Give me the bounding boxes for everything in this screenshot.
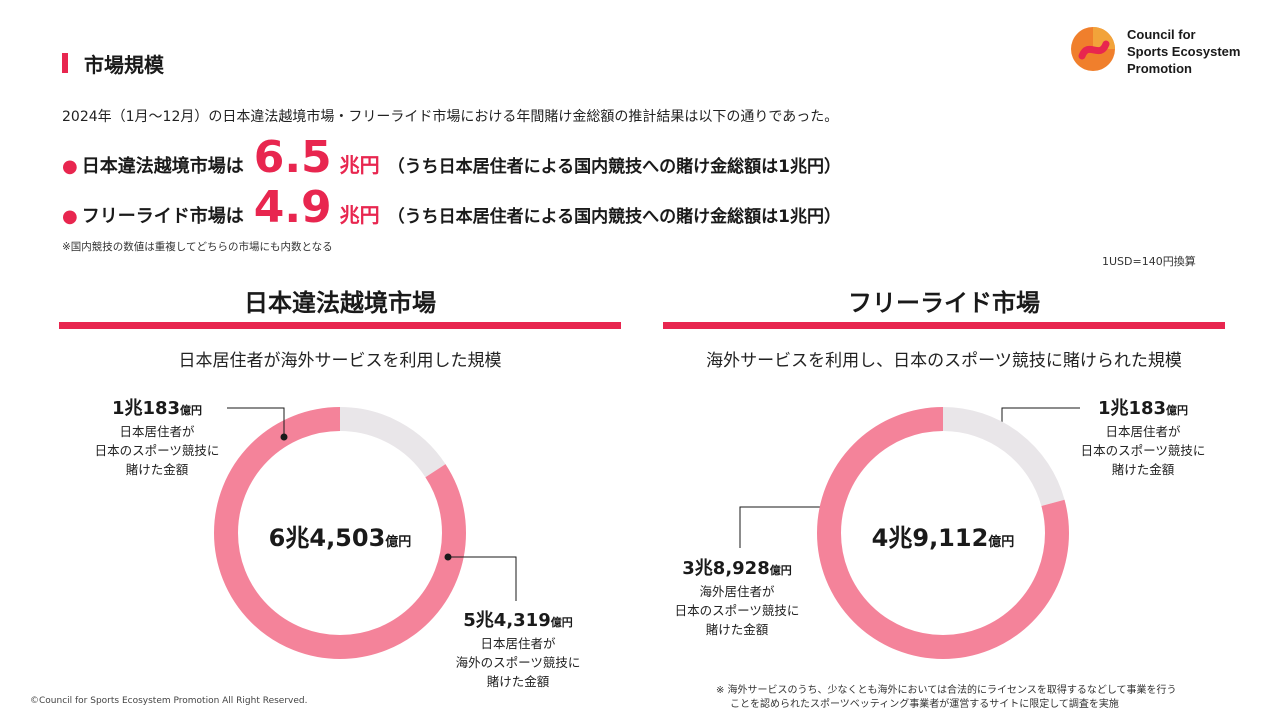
bullet-dot-icon: ● bbox=[62, 156, 78, 177]
callout-desc: 日本居住者が bbox=[480, 636, 556, 651]
total-number: 4兆9,112 bbox=[871, 524, 989, 552]
survey-note-line: ※ 海外サービスのうち、少なくとも海外においては合法的にライセンスを取得するなど… bbox=[716, 685, 1177, 696]
callout-unit: 億円 bbox=[180, 404, 203, 417]
callout-value: 1兆183億円 bbox=[1068, 398, 1218, 422]
bullet-note: （うち日本居住者による国内競技への賭け金総額は1兆円） bbox=[387, 157, 841, 177]
bullet-value: 6.5 bbox=[253, 132, 332, 183]
callout-desc: 賭けた金額 bbox=[125, 462, 189, 477]
intro-text: 2024年（1月～12月）の日本違法越境市場・フリーライド市場における年間賭け金… bbox=[62, 109, 839, 125]
callout-desc: 日本居住者が bbox=[119, 424, 195, 439]
logo-line: Sports Ecosystem bbox=[1127, 44, 1241, 59]
total-unit: 億円 bbox=[385, 535, 412, 550]
logo-text: Council for Sports Ecosystem Promotion bbox=[1127, 26, 1240, 77]
callout-unit: 億円 bbox=[769, 564, 792, 577]
callout-number: 1兆183 bbox=[1097, 398, 1167, 419]
bullet-illegal-market: ● 日本違法越境市場は 6.5 兆円 （うち日本居住者による国内競技への賭け金総… bbox=[62, 136, 841, 180]
total-number: 6兆4,503 bbox=[268, 524, 386, 552]
donut-total-illegal: 6兆4,503億円 bbox=[240, 518, 440, 553]
survey-note-line: ことを認められたスポーツベッティング事業者が運営するサイトに限定して調査を実施 bbox=[730, 699, 1119, 710]
bullet-unit: 兆円 bbox=[339, 203, 380, 227]
callout-value: 1兆183億円 bbox=[82, 398, 232, 422]
bullet-dot-icon: ● bbox=[62, 206, 78, 227]
logo-line: Council for bbox=[1127, 27, 1196, 42]
title-accent-bar bbox=[62, 53, 68, 73]
callout-number: 1兆183 bbox=[111, 398, 181, 419]
donut-chart-freeride bbox=[817, 407, 1069, 659]
page-title: 市場規模 bbox=[84, 53, 164, 77]
panel-rule-freeride bbox=[663, 322, 1225, 329]
exchange-rate-note: 1USD=140円換算 bbox=[1102, 255, 1196, 268]
footnote: ※国内競技の数値は重複してどちらの市場にも内数となる bbox=[62, 241, 333, 253]
bullet-freeride-market: ● フリーライド市場は 4.9 兆円 （うち日本居住者による国内競技への賭け金総… bbox=[62, 186, 841, 230]
callout-desc: 賭けた金額 bbox=[705, 622, 769, 637]
survey-note: ※ 海外サービスのうち、少なくとも海外においては合法的にライセンスを取得するなど… bbox=[716, 684, 1177, 712]
donut-segment bbox=[817, 407, 1069, 659]
bullet-note: （うち日本居住者による国内競技への賭け金総額は1兆円） bbox=[387, 207, 841, 227]
callout-desc: 海外のスポーツ競技に bbox=[455, 655, 581, 670]
callout-desc: 賭けた金額 bbox=[1111, 462, 1175, 477]
logo-icon bbox=[1071, 27, 1115, 71]
panel-subtitle-illegal: 日本居住者が海外サービスを利用した規模 bbox=[178, 351, 502, 371]
donut-segment bbox=[214, 407, 466, 659]
callout-desc: 海外居住者が bbox=[699, 584, 775, 599]
callout-desc: 賭けた金額 bbox=[486, 674, 550, 689]
donut-total-freeride: 4兆9,112億円 bbox=[843, 518, 1043, 553]
panel-rule-illegal bbox=[59, 322, 621, 329]
callout-domestic-illegal: 1兆183億円 日本居住者が 日本のスポーツ競技に 賭けた金額 bbox=[82, 398, 232, 479]
bullet-label: 日本違法越境市場は bbox=[81, 156, 244, 177]
panel-title-illegal: 日本違法越境市場 bbox=[244, 289, 436, 317]
callout-overseas-illegal: 5兆4,319億円 日本居住者が 海外のスポーツ競技に 賭けた金額 bbox=[443, 610, 593, 691]
logo-line: Promotion bbox=[1127, 61, 1192, 76]
callout-number: 5兆4,319 bbox=[463, 610, 551, 631]
callout-desc: 日本のスポーツ競技に bbox=[674, 603, 800, 618]
callout-desc: 日本居住者が bbox=[1105, 424, 1181, 439]
callout-value: 3兆8,928億円 bbox=[662, 558, 812, 582]
callout-unit: 億円 bbox=[1166, 404, 1189, 417]
callout-desc: 日本のスポーツ競技に bbox=[94, 443, 220, 458]
panel-subtitle-freeride: 海外サービスを利用し、日本のスポーツ競技に賭けられた規模 bbox=[706, 351, 1182, 371]
total-unit: 億円 bbox=[988, 535, 1015, 550]
callout-value: 5兆4,319億円 bbox=[443, 610, 593, 634]
bullet-label: フリーライド市場は bbox=[81, 206, 244, 227]
callout-domestic-freeride: 1兆183億円 日本居住者が 日本のスポーツ競技に 賭けた金額 bbox=[1068, 398, 1218, 479]
bullet-value: 4.9 bbox=[253, 182, 332, 233]
panel-title-freeride: フリーライド市場 bbox=[848, 289, 1040, 317]
bullet-unit: 兆円 bbox=[339, 153, 380, 177]
callout-desc: 日本のスポーツ競技に bbox=[1080, 443, 1206, 458]
callout-number: 3兆8,928 bbox=[682, 558, 770, 579]
callout-unit: 億円 bbox=[550, 616, 573, 629]
donut-chart-illegal bbox=[214, 407, 466, 659]
copyright: ©Council for Sports Ecosystem Promotion … bbox=[30, 696, 308, 706]
callout-overseas-freeride: 3兆8,928億円 海外居住者が 日本のスポーツ競技に 賭けた金額 bbox=[662, 558, 812, 639]
